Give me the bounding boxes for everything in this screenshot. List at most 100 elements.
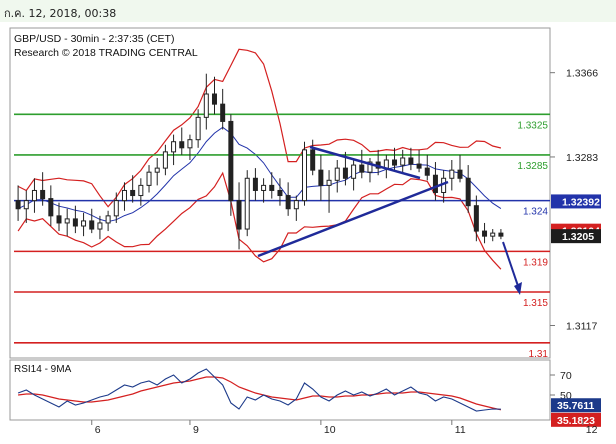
time-tick-label: 9 [193,424,199,436]
rsi-label: RSI14 - 9MA [14,364,72,375]
candle-body [473,205,479,232]
support-resistance-levels [14,113,550,344]
candle-body [23,200,29,210]
candle [56,202,62,232]
candle [326,170,332,213]
candle [15,185,21,221]
rsi-tag-label: 35.1823 [557,415,595,427]
candle [302,141,308,206]
candle-body [171,141,177,153]
candle [367,157,373,183]
candle-body [326,179,332,186]
candle [473,195,479,242]
candle-body [138,184,144,197]
candle-body [113,200,119,217]
candle [187,134,193,160]
candle-body [342,167,348,179]
level-label: 1.315 [523,298,548,309]
candle-body [293,200,299,210]
price-tag-label: 1.3205 [562,231,594,243]
candle [334,160,340,193]
candle-body [121,189,127,202]
candle-body [220,103,226,122]
price-tag: 1.3205 [551,229,601,244]
price-tick-label: 1.3283 [566,152,598,164]
candle-body [318,169,324,186]
candle [432,162,438,201]
price-tag-label: 1.32392 [562,196,600,208]
level-label: 1.3285 [517,161,548,172]
candle [162,144,168,176]
candle [318,154,324,201]
band-upper [17,48,502,208]
candle [457,154,463,183]
level-label: 1.3325 [517,120,548,131]
candle-body [130,189,136,197]
candle [277,178,283,206]
candle-body [416,163,422,169]
candle-body [498,232,504,237]
candle [310,139,316,176]
candle-body [277,189,283,197]
projection-arrow-head [514,282,522,295]
chart-title: GBP/USD - 30min - 2:37:35 (CET) [14,33,174,45]
candle [81,212,87,237]
candle [195,109,201,148]
candle [244,170,250,237]
candle-body [351,164,357,179]
price-axis: 1.3366 1.3283 1.3117 [550,68,598,333]
candle [220,88,226,130]
candle [211,76,217,115]
level-label: 1.324 [523,207,548,218]
trend-drawings [257,145,522,295]
candle-body [105,215,111,224]
candle [31,178,37,213]
candle [424,154,430,181]
candle-body [48,198,54,217]
candle [252,168,258,201]
price-tag-box [551,194,601,209]
candle-body [195,116,201,141]
rsi-ma-line [18,376,502,411]
candle-body [261,184,267,191]
triangle-upper-line [309,145,421,180]
candle [203,73,209,130]
candle-body [424,167,430,176]
rsi-indicator [17,368,502,412]
candle-body [310,149,316,171]
candle-body [15,200,21,210]
candle-body [187,139,193,149]
rsi-axis: 70 50 [550,370,572,402]
candle-body [97,222,103,230]
candle-body [72,218,78,227]
candle [23,190,29,223]
candle-body [40,189,46,200]
rsi-tags: 35.7611 35.1823 [551,398,601,427]
candle-body [457,169,463,179]
triangle-lower-line [257,180,449,258]
candle-body [81,220,87,227]
candle-body [228,120,234,202]
candle-body [269,184,275,191]
price-tag: 1.32392 [551,194,601,209]
level-labels: 1.3325 1.3285 1.324 1.319 1.315 1.31 [517,120,548,359]
candle-body [56,215,62,224]
candle [89,208,95,234]
candle-body [154,167,160,173]
candle [400,149,406,173]
candle [261,178,267,203]
candle-body [392,159,398,166]
candle-body [359,164,365,173]
candle-body [31,189,37,202]
candle [179,127,185,155]
candle [171,134,177,166]
candle [97,215,103,240]
candle [285,182,291,216]
level-label: 1.319 [523,257,548,268]
candle-body [203,93,209,118]
chart-subtitle: Research © 2018 TRADING CENTRAL [14,47,198,59]
rsi-tick-label: 70 [560,370,572,382]
candle [482,222,488,244]
candle [269,172,275,199]
